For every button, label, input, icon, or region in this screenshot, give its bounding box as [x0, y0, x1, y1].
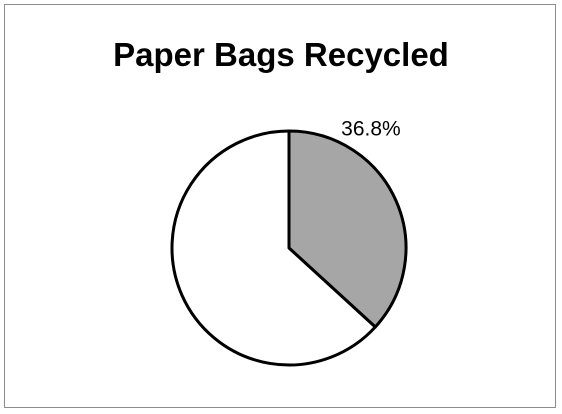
- slice-data-label-0: 36.8%: [341, 118, 401, 141]
- pie-slice-0: [287, 129, 408, 329]
- pie-slice-1: [170, 129, 377, 367]
- chart-title: Paper Bags Recycled: [113, 36, 449, 73]
- chart-frame: Paper Bags Recycled 36.8%: [4, 4, 556, 408]
- pie-chart: 36.8%: [170, 118, 408, 367]
